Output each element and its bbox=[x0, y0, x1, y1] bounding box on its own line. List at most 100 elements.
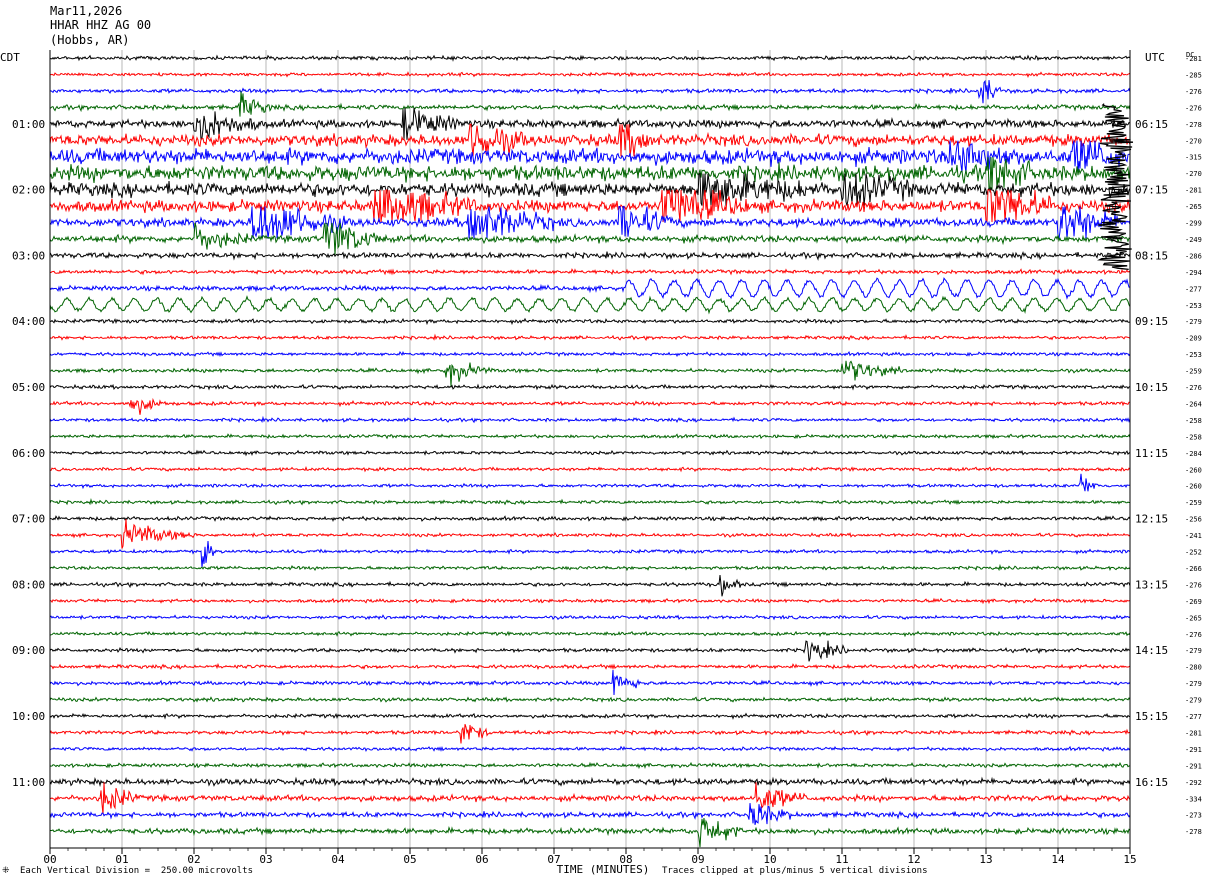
trace-line-3 bbox=[49, 91, 1131, 117]
right-time-label: 12:15 bbox=[1135, 513, 1168, 526]
trace-line-2 bbox=[49, 79, 1131, 104]
dc-offset-label: -260 bbox=[1185, 483, 1202, 491]
right-time-label: 15:15 bbox=[1135, 710, 1168, 723]
trace-line-10 bbox=[49, 206, 1131, 239]
x-tick-label: 12 bbox=[907, 853, 920, 866]
dc-offset-label: -258 bbox=[1185, 433, 1202, 441]
trace-line-21 bbox=[49, 397, 1130, 415]
header-location: (Hobbs, AR) bbox=[50, 33, 130, 47]
left-time-label: 04:00 bbox=[12, 315, 45, 328]
header-date: Mar11,2026 bbox=[50, 4, 123, 18]
dc-offset-label: -279 bbox=[1185, 318, 1202, 326]
trace-line-32 bbox=[49, 574, 1131, 597]
trace-line-44 bbox=[49, 776, 1131, 788]
dc-offset-label: -276 bbox=[1185, 581, 1202, 589]
labels: 00 01 02 03 04 05 06 07 08 09 10 11 12 13 14 15 TIME (MI… bbox=[0, 51, 1202, 876]
right-time-label: 16:15 bbox=[1135, 776, 1168, 789]
right-time-label: 06:15 bbox=[1135, 118, 1168, 131]
left-time-label: 03:00 bbox=[12, 249, 45, 262]
axes bbox=[49, 50, 1131, 854]
x-tick-label: 13 bbox=[979, 853, 992, 866]
grid-lines bbox=[49, 50, 1131, 848]
dc-offset-label: -291 bbox=[1185, 746, 1202, 754]
right-time-label: 10:15 bbox=[1135, 381, 1168, 394]
left-time-label: 08:00 bbox=[12, 578, 45, 591]
trace-line-28 bbox=[49, 515, 1131, 522]
dc-header: DC bbox=[1186, 51, 1194, 59]
dc-offset-label: -281 bbox=[1185, 729, 1202, 737]
scale-note: Each Vertical Division = 250.00 microvol… bbox=[20, 866, 253, 876]
dc-offset-label: -334 bbox=[1185, 795, 1202, 803]
x-tick-label: 11 bbox=[835, 853, 848, 866]
dc-offset-label: -276 bbox=[1185, 631, 1202, 639]
dc-offset-label: -284 bbox=[1185, 450, 1202, 458]
dc-offset-label: -265 bbox=[1185, 614, 1202, 622]
trace-line-20 bbox=[49, 383, 1131, 391]
x-tick-label: 03 bbox=[259, 853, 272, 866]
trace-line-4 bbox=[49, 107, 1131, 142]
dc-offset-label: -294 bbox=[1185, 269, 1202, 277]
dc-offset-label: -241 bbox=[1185, 532, 1202, 540]
trace-line-41 bbox=[49, 724, 1131, 744]
trace-line-24 bbox=[49, 449, 1131, 457]
clip-note: Traces clipped at plus/minus 5 vertical … bbox=[662, 866, 928, 876]
right-time-label: 11:15 bbox=[1135, 447, 1168, 460]
dc-offset-label: -278 bbox=[1185, 828, 1202, 836]
right-time-label: 07:15 bbox=[1135, 184, 1168, 197]
dc-offset-label: -256 bbox=[1185, 516, 1202, 524]
x-tick-label: 15 bbox=[1123, 853, 1136, 866]
x-tick-label: 14 bbox=[1051, 853, 1065, 866]
trace-line-19 bbox=[49, 360, 1131, 387]
x-tick-label: 08 bbox=[619, 853, 632, 866]
trace-line-42 bbox=[49, 745, 1131, 753]
dc-offset-label: -277 bbox=[1185, 713, 1202, 721]
dc-offset-label: -291 bbox=[1185, 762, 1202, 770]
trace-line-39 bbox=[49, 695, 1131, 704]
left-time-label: 11:00 bbox=[12, 776, 45, 789]
dc-offset-label: -258 bbox=[1185, 417, 1202, 425]
dc-offset-label: -280 bbox=[1185, 664, 1202, 672]
trace-line-23 bbox=[49, 433, 1131, 440]
left-time-label: 02:00 bbox=[12, 184, 45, 197]
x-tick-label: 07 bbox=[547, 853, 560, 866]
trace-line-8 bbox=[49, 173, 1131, 206]
dc-offset-label: -249 bbox=[1185, 236, 1202, 244]
left-time-label: 07:00 bbox=[12, 513, 45, 526]
x-tick-label: 10 bbox=[763, 853, 776, 866]
trace-line-13 bbox=[49, 268, 1131, 276]
dc-offset-label: -285 bbox=[1185, 71, 1202, 79]
dc-offset-label: -270 bbox=[1185, 170, 1202, 178]
trace-line-47 bbox=[49, 818, 1131, 848]
scale-note-icon: ⁜ bbox=[2, 866, 10, 876]
x-tick-label: 09 bbox=[691, 853, 704, 866]
dc-offset-label: -281 bbox=[1185, 55, 1202, 63]
trace-line-1 bbox=[49, 71, 1131, 78]
dc-offset-label: -292 bbox=[1185, 779, 1202, 787]
trace-line-15 bbox=[49, 295, 1131, 315]
x-tick-label: 02 bbox=[187, 853, 200, 866]
dc-offset-label: -276 bbox=[1185, 384, 1202, 392]
dc-offset-label: -279 bbox=[1185, 647, 1202, 655]
dc-offset-label: -259 bbox=[1185, 368, 1202, 376]
trace-line-18 bbox=[49, 350, 1131, 358]
left-time-label: 10:00 bbox=[12, 710, 45, 723]
dc-offset-label: -266 bbox=[1185, 565, 1202, 573]
dc-offset-label: -286 bbox=[1185, 252, 1202, 260]
trace-line-45 bbox=[49, 782, 1131, 815]
right-axis-label: UTC bbox=[1145, 51, 1165, 64]
x-tick-label: 04 bbox=[331, 853, 345, 866]
dc-offset-label: -269 bbox=[1185, 598, 1202, 606]
seismogram-traces bbox=[49, 54, 1134, 848]
dc-offset-label: -276 bbox=[1185, 104, 1202, 112]
right-time-label: 14:15 bbox=[1135, 644, 1168, 657]
trace-line-17 bbox=[49, 333, 1131, 342]
dc-offset-label: -273 bbox=[1185, 812, 1202, 820]
dc-offset-label: -276 bbox=[1185, 88, 1202, 96]
trace-line-36 bbox=[49, 640, 1131, 662]
dc-offset-label: -278 bbox=[1185, 121, 1202, 129]
trace-line-6 bbox=[49, 140, 1130, 173]
right-time-label: 08:15 bbox=[1135, 249, 1168, 262]
x-tick-label: 01 bbox=[115, 853, 128, 866]
dc-offset-label: -270 bbox=[1185, 137, 1202, 145]
